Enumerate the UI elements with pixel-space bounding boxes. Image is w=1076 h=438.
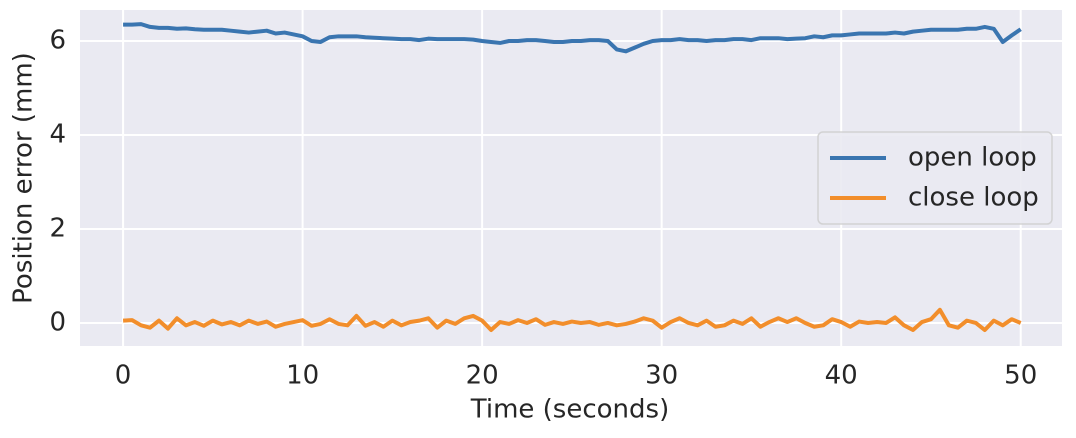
y-tick-label: 4 <box>49 120 66 150</box>
x-tick-label: 10 <box>286 361 319 391</box>
x-tick-label: 20 <box>466 361 499 391</box>
y-axis-label: Position error (mm) <box>9 52 39 304</box>
legend-label: close loop <box>908 183 1039 213</box>
x-tick-label: 40 <box>825 361 858 391</box>
legend-label: open loop <box>908 143 1037 173</box>
y-tick-label: 2 <box>49 213 66 243</box>
x-axis-label: Time (seconds) <box>470 395 669 425</box>
legend-box <box>817 131 1053 225</box>
line <box>123 22 1022 54</box>
x-tick-label: 0 <box>115 361 132 391</box>
y-tick-label: 6 <box>49 26 66 56</box>
x-tick-label: 50 <box>1004 361 1037 391</box>
x-tick-label: 30 <box>645 361 678 391</box>
line <box>122 307 1022 333</box>
y-tick-label: 0 <box>49 307 66 337</box>
